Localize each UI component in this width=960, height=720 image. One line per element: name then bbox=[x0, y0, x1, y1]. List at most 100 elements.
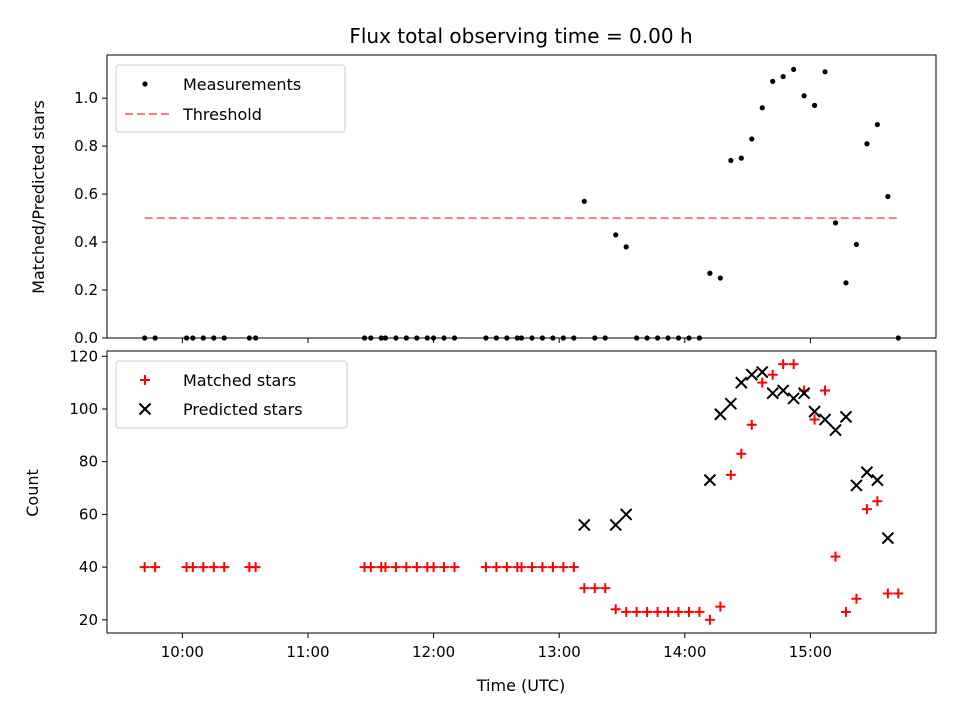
legend-cross-b bbox=[138, 402, 152, 416]
measurement-point bbox=[686, 335, 692, 341]
legend-measurements-marker bbox=[142, 81, 148, 87]
predicted-star-point bbox=[578, 518, 591, 532]
predicted-star-point-b bbox=[839, 410, 853, 424]
measurement-point bbox=[483, 335, 489, 341]
measurement-point bbox=[675, 335, 682, 341]
matched-star-point bbox=[568, 562, 579, 573]
predicted-star-point-b bbox=[787, 392, 800, 405]
matched-star-point bbox=[411, 562, 422, 573]
measurement-point bbox=[211, 335, 217, 341]
matched-star-point bbox=[683, 606, 694, 617]
predicted-star-point bbox=[619, 508, 633, 521]
predicted-star-point bbox=[808, 405, 821, 418]
matched-star-point bbox=[150, 562, 161, 573]
measurement-point bbox=[529, 335, 535, 341]
predicted-star-point-b bbox=[619, 508, 633, 521]
matched-star-point bbox=[390, 562, 401, 573]
measurement-point bbox=[221, 335, 227, 341]
predicted-star-point-b bbox=[724, 397, 738, 410]
measurement-point bbox=[581, 198, 587, 204]
measurement-point bbox=[493, 335, 499, 341]
predicted-star-point bbox=[850, 479, 863, 492]
matched-star-point bbox=[198, 562, 209, 573]
predicted-star-point bbox=[871, 473, 884, 487]
predicted-star-point-b bbox=[756, 365, 769, 379]
measurement-point bbox=[791, 66, 797, 72]
predicted-star-point bbox=[839, 410, 853, 424]
measurement-point bbox=[368, 335, 374, 341]
matched-star-point bbox=[809, 414, 820, 425]
predicted-star-point-b bbox=[797, 386, 811, 400]
measurement-point bbox=[514, 335, 520, 341]
predicted-star-point bbox=[797, 386, 811, 400]
measurement-point bbox=[451, 335, 458, 341]
bottom-y-tick-label: 80 bbox=[79, 453, 98, 471]
predicted-star-point bbox=[829, 423, 842, 437]
top-y-tick-label: 0.8 bbox=[74, 137, 98, 155]
measurement-point bbox=[738, 155, 744, 161]
top-y-tick-label: 1.0 bbox=[74, 89, 98, 107]
measurement-point bbox=[393, 335, 399, 341]
measurement-point bbox=[832, 220, 839, 226]
predicted-star-point-b bbox=[609, 518, 622, 532]
matched-star-point bbox=[788, 359, 799, 370]
measurement-point bbox=[504, 335, 510, 341]
predicted-star-point bbox=[860, 466, 874, 479]
top-y-tick-label: 0.6 bbox=[74, 185, 98, 203]
measurement-point bbox=[518, 335, 525, 341]
measurement-point bbox=[424, 335, 430, 341]
matched-star-point bbox=[547, 562, 558, 573]
measurement-point bbox=[253, 335, 259, 341]
measurement-point bbox=[696, 335, 703, 341]
predicted-star-point-b bbox=[578, 518, 591, 532]
measurement-point bbox=[602, 335, 608, 341]
measurement-point bbox=[822, 69, 828, 75]
legend-threshold-label: Threshold bbox=[182, 105, 262, 124]
bottom-y-axis-label: Count bbox=[23, 469, 42, 517]
matched-star-point bbox=[589, 583, 600, 594]
x-tick-label: 15:00 bbox=[789, 643, 832, 661]
bottom-y-tick-label: 40 bbox=[79, 558, 98, 576]
predicted-star-point bbox=[724, 397, 738, 410]
bottom-legend: Matched stars Predicted stars bbox=[115, 360, 348, 429]
matched-star-point bbox=[600, 583, 611, 594]
measurement-point bbox=[592, 335, 598, 341]
matched-star-point bbox=[673, 606, 684, 617]
matched-star-point bbox=[401, 562, 412, 573]
matched-star-point bbox=[694, 606, 705, 617]
bottom-panel: 20 40 60 80 100 120 10:00 11:00 12:00 13:00 14:00… bbox=[23, 347, 937, 695]
measurement-point bbox=[770, 78, 776, 84]
predicted-star-point-b bbox=[703, 473, 717, 487]
top-legend-box bbox=[115, 64, 346, 133]
legend-predicted-label: Predicted stars bbox=[183, 400, 303, 419]
predicted-star-point-b bbox=[808, 405, 821, 418]
measurement-point bbox=[560, 335, 566, 341]
matched-star-point bbox=[439, 562, 450, 573]
measurement-point bbox=[382, 335, 389, 341]
matched-star-point bbox=[526, 562, 537, 573]
matched-star-point bbox=[631, 606, 642, 617]
measurement-point bbox=[864, 141, 870, 147]
matched-star-point bbox=[757, 377, 768, 388]
matched-star-point bbox=[480, 562, 491, 573]
matched-star-point bbox=[558, 562, 569, 573]
bottom-legend-box bbox=[115, 360, 348, 429]
predicted-star-point-b bbox=[860, 466, 874, 479]
predicted-star-point-b bbox=[745, 368, 758, 381]
bottom-y-tick-label: 120 bbox=[69, 347, 98, 365]
top-y-tick-label: 0.4 bbox=[74, 233, 98, 251]
predicted-star-point bbox=[714, 408, 727, 421]
predicted-star-point bbox=[745, 368, 758, 381]
measurement-point bbox=[539, 335, 546, 341]
legend-matched-label: Matched stars bbox=[183, 371, 296, 390]
bottom-x-axis: 10:00 11:00 12:00 13:00 14:00 15:00 bbox=[161, 633, 832, 661]
matched-star-point bbox=[652, 606, 663, 617]
bottom-y-tick-label: 100 bbox=[69, 400, 98, 418]
matched-star-point bbox=[380, 562, 391, 573]
matched-star-point bbox=[840, 606, 851, 617]
measurement-point bbox=[654, 335, 661, 341]
matched-star-point bbox=[746, 419, 757, 430]
predicted-star-point bbox=[776, 384, 790, 397]
legend-cross bbox=[138, 402, 152, 416]
top-y-axis-label: Matched/Predicted stars bbox=[29, 100, 48, 294]
